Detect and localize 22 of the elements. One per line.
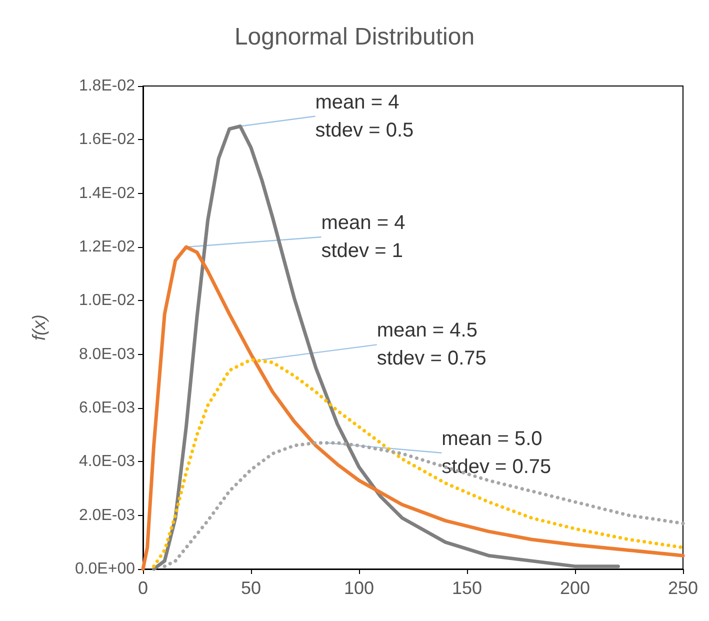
- annotation: mean = 4 stdev = 0.5: [315, 91, 414, 142]
- x-tick-label: 50: [240, 578, 262, 598]
- y-tick-label: 2.0E-03: [78, 506, 136, 524]
- x-tick-label: 0: [138, 578, 148, 598]
- annotation: mean = 4.5 stdev = 0.75: [376, 320, 486, 370]
- y-tick-label: 0.0E+00: [74, 560, 136, 578]
- x-tick-label: 200: [560, 578, 590, 598]
- y-tick-label: 1.0E-02: [78, 292, 136, 310]
- y-tick-label: 4.0E-03: [78, 453, 136, 470]
- y-tick-label: 1.8E-02: [78, 78, 136, 94]
- y-tick-label: 1.6E-02: [78, 131, 136, 148]
- y-tick-label: 6.0E-03: [78, 400, 136, 416]
- y-tick-label: 8.0E-03: [78, 346, 136, 363]
- annotation: mean = 4 stdev = 1: [321, 212, 406, 262]
- x-tick-label: 250: [668, 578, 698, 598]
- y-axis-title: f(x): [29, 314, 49, 340]
- y-tick-label: 1.4E-02: [78, 184, 136, 202]
- chart-title: Lognormal Distribution: [234, 24, 475, 50]
- y-tick-label: 1.2E-02: [78, 238, 136, 256]
- x-tick-label: 150: [452, 578, 482, 598]
- x-tick-label: 100: [344, 578, 374, 598]
- annotation: mean = 5.0 stdev = 0.75: [442, 428, 552, 478]
